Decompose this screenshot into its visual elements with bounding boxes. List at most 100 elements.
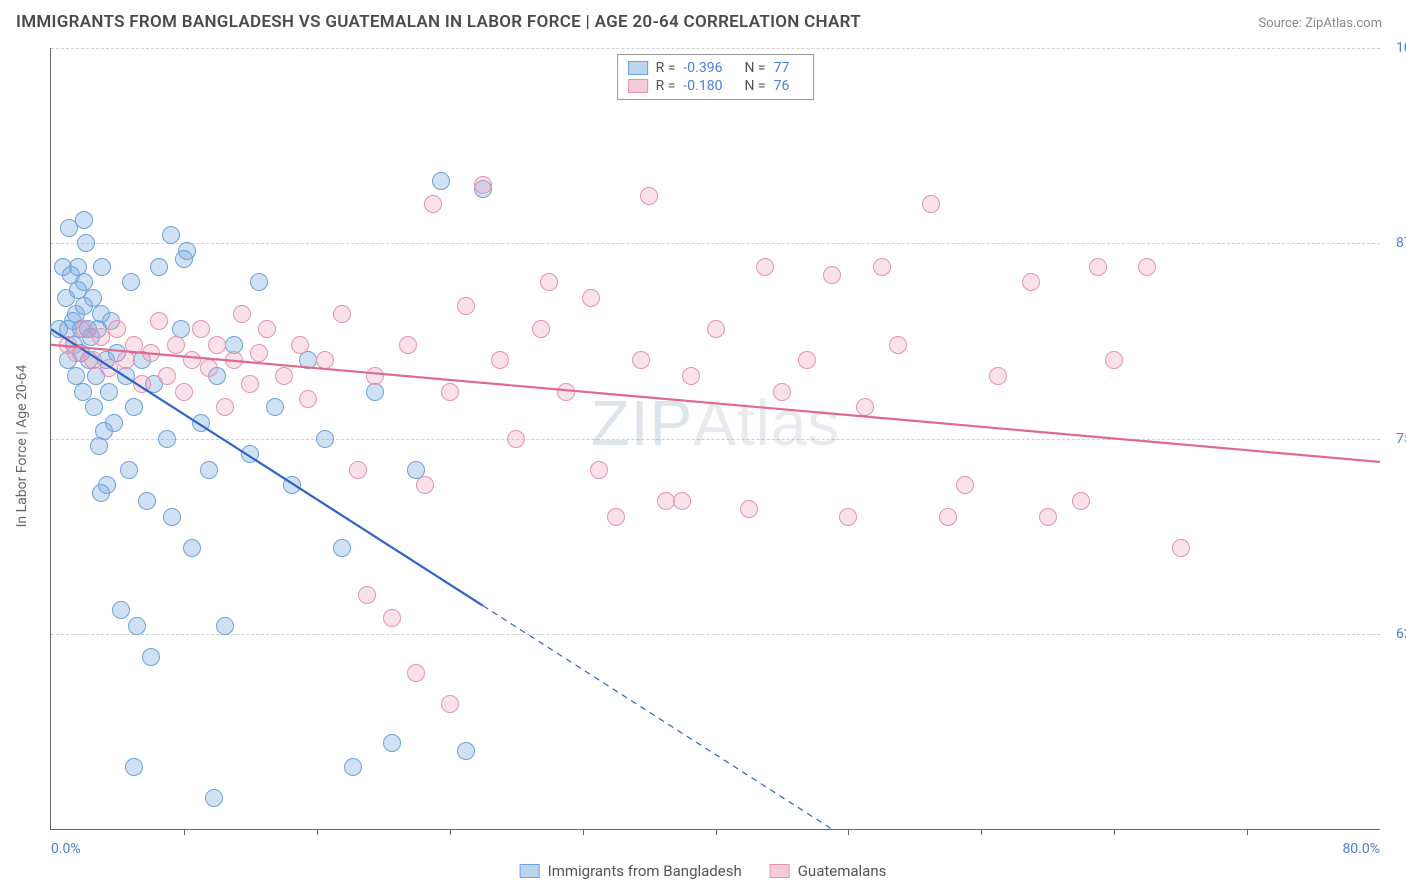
data-point [208,336,226,354]
data-point [540,273,558,291]
data-point [399,336,417,354]
data-point [142,648,160,666]
data-point [117,351,135,369]
data-point [333,539,351,557]
data-point [607,508,625,526]
gridline [51,48,1380,49]
data-point [358,586,376,604]
data-point [441,383,459,401]
data-point [507,430,525,448]
data-point [122,273,140,291]
data-point [707,320,725,338]
data-point [657,492,675,510]
data-point [158,430,176,448]
gridline [51,439,1380,440]
data-point [142,344,160,362]
legend-item-bangladesh: Immigrants from Bangladesh [520,862,742,880]
data-point [133,375,151,393]
data-point [773,383,791,401]
data-point [67,344,85,362]
data-point [167,336,185,354]
data-point [233,305,251,323]
data-point [299,351,317,369]
data-point [798,351,816,369]
series-name-bangladesh: Immigrants from Bangladesh [548,862,742,880]
data-point [84,351,102,369]
data-point [474,176,492,194]
data-point [740,500,758,518]
data-point [1039,508,1057,526]
data-point [316,351,334,369]
data-point [491,351,509,369]
data-point [432,172,450,190]
data-point [989,367,1007,385]
r-value-guatemalan: -0.180 [683,78,722,94]
swatch-bangladesh [520,864,540,878]
series-name-guatemalan: Guatemalans [798,862,887,880]
data-point [75,211,93,229]
data-point [682,367,700,385]
x-tick-mark [1247,829,1248,835]
x-tick-mark [184,829,185,835]
data-point [756,258,774,276]
data-point [112,601,130,619]
data-point [183,351,201,369]
x-axis-max-label: 80.0% [1342,841,1380,857]
data-point [590,461,608,479]
data-point [1138,258,1156,276]
data-point [192,320,210,338]
data-point [100,383,118,401]
data-point [125,758,143,776]
data-point [150,312,168,330]
data-point [640,187,658,205]
data-point [92,328,110,346]
data-point [344,758,362,776]
r-label: R = [656,78,676,94]
chart-title: IMMIGRANTS FROM BANGLADESH VS GUATEMALAN… [16,12,861,32]
data-point [349,461,367,479]
data-point [557,383,575,401]
data-point [441,695,459,713]
data-point [241,375,259,393]
data-point [291,336,309,354]
x-tick-mark [716,829,717,835]
data-point [200,359,218,377]
watermark-part2: Atlas [693,387,840,459]
n-value-bangladesh: 77 [774,60,790,76]
data-point [1105,351,1123,369]
n-label: N = [744,60,765,76]
watermark: ZIPAtlas [591,386,841,460]
y-axis-label: In Labor Force | Age 20-64 [14,365,30,528]
data-point [823,266,841,284]
data-point [922,195,940,213]
data-point [125,336,143,354]
data-point [283,476,301,494]
data-point [956,476,974,494]
data-point [457,297,475,315]
data-point [117,367,135,385]
data-point [125,398,143,416]
data-point [92,484,110,502]
watermark-part1: ZIP [591,387,694,459]
data-point [250,344,268,362]
data-point [175,383,193,401]
data-point [183,539,201,557]
data-point [105,414,123,432]
data-point [108,320,126,338]
data-point [1089,258,1107,276]
data-point [225,351,243,369]
data-point [241,445,259,463]
data-point [383,609,401,627]
x-tick-mark [583,829,584,835]
n-label: N = [744,78,765,94]
chart-plot-area: ZIPAtlas R = -0.396 N = 77 R = -0.180 N … [50,48,1380,830]
data-point [632,351,650,369]
data-point [333,305,351,323]
data-point [582,289,600,307]
data-point [138,492,156,510]
data-point [158,367,176,385]
data-point [457,742,475,760]
data-point [407,664,425,682]
data-point [85,398,103,416]
data-point [258,320,276,338]
